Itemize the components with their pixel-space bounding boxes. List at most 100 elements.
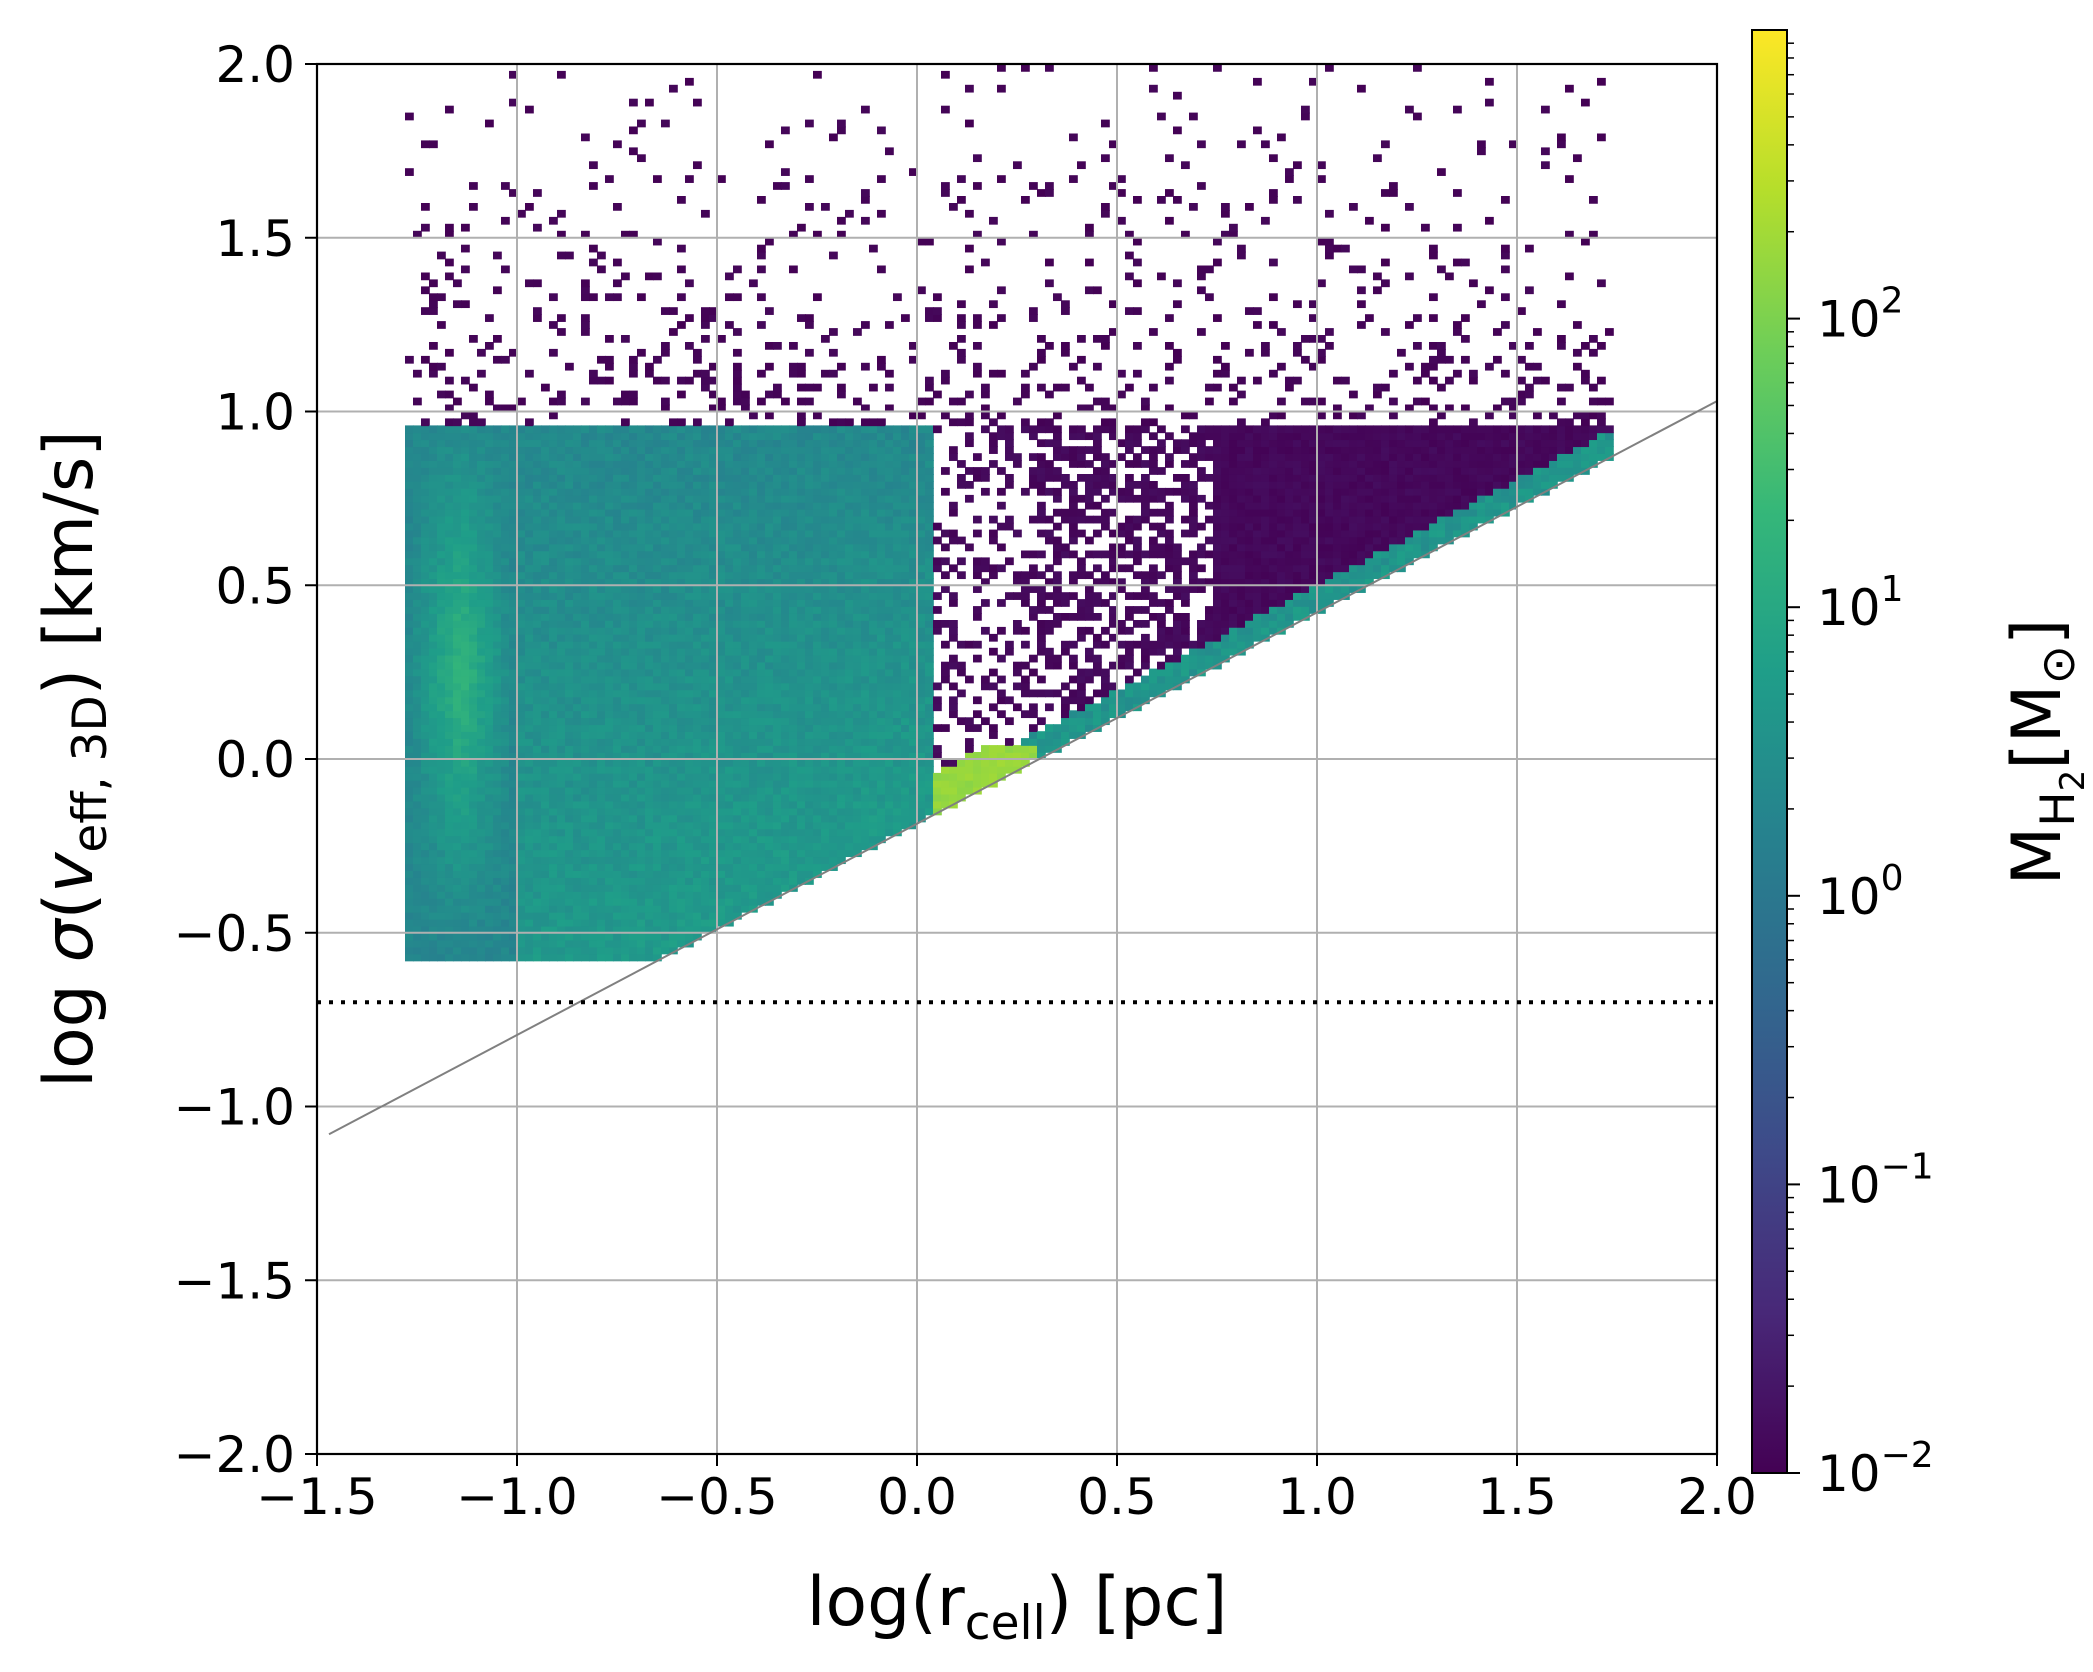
heatmap-cell [501, 557, 510, 566]
heatmap-cell [725, 599, 734, 607]
heatmap-cell [421, 911, 430, 920]
heatmap-cell [533, 550, 542, 559]
heatmap-cell [789, 536, 798, 545]
heatmap-cell [645, 515, 654, 524]
heatmap-cell [525, 654, 534, 663]
heatmap-cell [621, 529, 630, 538]
heatmap-cell [549, 529, 558, 538]
heatmap-cell [733, 800, 742, 809]
heatmap-cell [725, 911, 734, 920]
heatmap-cell [869, 578, 878, 587]
heatmap-cell [629, 904, 638, 913]
heatmap-cell [725, 293, 734, 302]
heatmap-cell [813, 439, 822, 448]
heatmap-cell [845, 543, 854, 552]
heatmap-cell [725, 654, 734, 663]
heatmap-cell [517, 946, 526, 955]
heatmap-cell [677, 918, 686, 927]
heatmap-cell [877, 175, 886, 183]
heatmap-cell [805, 571, 814, 580]
heatmap-cell [725, 856, 734, 865]
heatmap-cell [717, 814, 726, 823]
heatmap-cell [405, 946, 414, 955]
heatmap-cell [701, 515, 710, 524]
heatmap-cell [549, 557, 558, 566]
heatmap-cell [661, 745, 670, 753]
heatmap-cell [589, 807, 598, 816]
heatmap-cell [869, 522, 878, 531]
heatmap-cell [429, 293, 438, 302]
heatmap-cell [669, 932, 678, 941]
heatmap-cell [429, 731, 438, 739]
heatmap-cell [653, 175, 662, 183]
heatmap-cell [469, 765, 478, 774]
heatmap-cell [581, 613, 590, 621]
heatmap-cell [621, 522, 630, 531]
heatmap-cell [437, 884, 446, 892]
heatmap-cell [805, 793, 814, 802]
heatmap-cell [805, 814, 814, 823]
heatmap-cell [469, 494, 478, 503]
heatmap-cell [501, 898, 510, 906]
heatmap-cell [805, 585, 814, 593]
heatmap-cell [589, 675, 598, 684]
heatmap-cell [565, 863, 574, 871]
heatmap-cell [557, 724, 566, 732]
heatmap-cell [789, 793, 798, 802]
heatmap-cell [797, 654, 806, 663]
heatmap-cell [437, 710, 446, 719]
heatmap-cell [909, 355, 918, 364]
heatmap-cell [573, 661, 582, 670]
heatmap-cell [661, 682, 670, 691]
heatmap-cell [757, 661, 766, 670]
heatmap-cell [901, 501, 910, 510]
heatmap-cell [653, 474, 662, 482]
heatmap-cell [813, 446, 822, 454]
heatmap-cell [429, 891, 438, 899]
heatmap-cell [805, 710, 814, 719]
heatmap-cell [781, 724, 790, 732]
heatmap-cell [717, 765, 726, 774]
heatmap-cell [749, 710, 758, 719]
heatmap-cell [869, 654, 878, 663]
heatmap-cell [677, 814, 686, 823]
heatmap-cell [525, 898, 534, 906]
heatmap-cell [797, 647, 806, 656]
heatmap-cell [741, 606, 750, 614]
heatmap-cell [517, 877, 526, 885]
heatmap-cell [677, 925, 686, 934]
heatmap-cell [469, 425, 478, 434]
heatmap-cell [645, 661, 654, 670]
heatmap-cell [789, 779, 798, 788]
heatmap-cell [445, 870, 454, 878]
heatmap-cell [629, 599, 638, 607]
heatmap-cell [517, 474, 526, 482]
heatmap-cell [613, 675, 622, 684]
heatmap-cell [437, 432, 446, 441]
heatmap-cell [413, 849, 422, 858]
heatmap-cell [429, 571, 438, 580]
heatmap-cell [725, 772, 734, 781]
heatmap-cell [525, 460, 534, 468]
heatmap-cell [717, 849, 726, 858]
heatmap-cell [733, 696, 742, 705]
heatmap-cell [477, 522, 486, 531]
heatmap-cell [717, 696, 726, 705]
heatmap-cell [549, 856, 558, 865]
heatmap-cell [493, 745, 502, 753]
heatmap-cell [573, 696, 582, 705]
heatmap-cell [477, 661, 486, 670]
heatmap-cell [485, 870, 494, 878]
heatmap-cell [461, 779, 470, 788]
heatmap-cell [541, 543, 550, 552]
heatmap-cell [421, 759, 430, 767]
heatmap-cell [693, 703, 702, 712]
heatmap-cell [669, 682, 678, 691]
heatmap-cell [653, 557, 662, 566]
heatmap-cell [669, 501, 678, 510]
heatmap-cell [405, 904, 414, 913]
heatmap-cell [461, 717, 470, 726]
heatmap-cell [901, 592, 910, 600]
heatmap-cell [885, 494, 894, 503]
heatmap-cell [701, 321, 710, 329]
